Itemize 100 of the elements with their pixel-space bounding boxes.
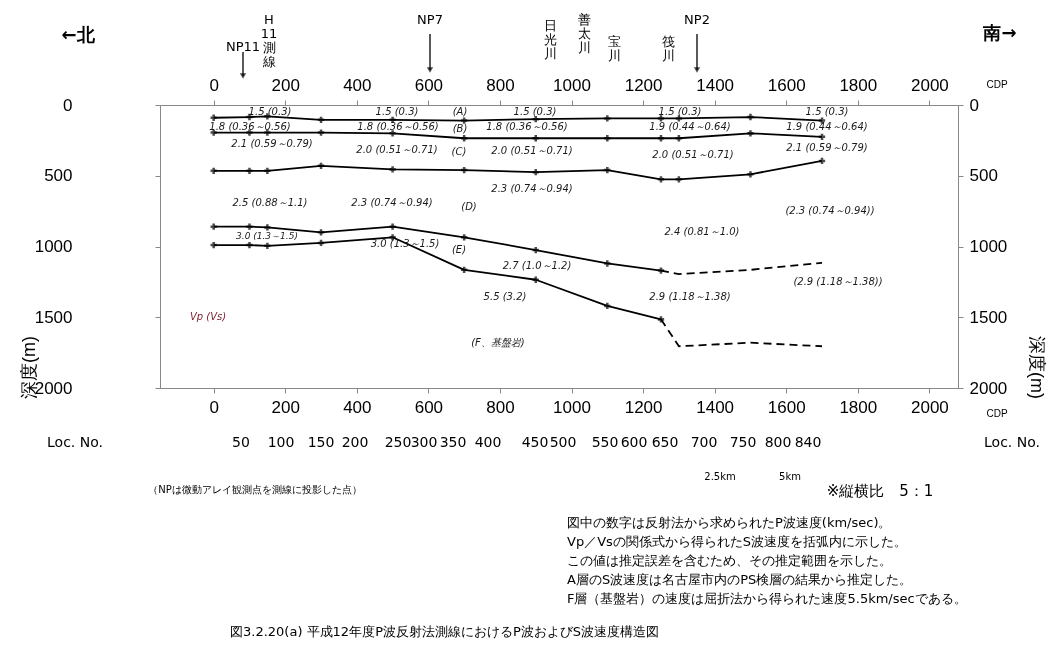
- text: 南→: [982, 22, 1017, 43]
- point: [532, 169, 539, 176]
- text: 600: [620, 434, 648, 450]
- x-tick-label: 800: [486, 397, 515, 417]
- text: 700: [690, 434, 718, 450]
- annotation: 2.4 (0.81～1.0): [664, 226, 740, 237]
- annotation: (F、基盤岩): [471, 337, 525, 348]
- x-tick-label: 1800: [839, 397, 878, 417]
- point: [264, 242, 271, 249]
- annotation: 1.9 (0.44～0.64): [786, 121, 868, 132]
- point: [747, 171, 754, 178]
- annotation: 2.1 (0.59～0.79): [786, 142, 868, 153]
- text: 150: [307, 434, 335, 450]
- annotation: 2.5 (0.88～1.1): [232, 197, 308, 208]
- text: 350: [439, 434, 467, 450]
- x2-tick-label: 1400: [696, 75, 735, 95]
- text: ←北: [61, 24, 96, 45]
- point: [604, 135, 611, 142]
- text: ※縦横比 5：1: [826, 482, 934, 500]
- y2-tick-label: 1500: [969, 307, 1008, 327]
- text: 宝川: [607, 34, 621, 63]
- text: 図中の数字は反射法から求められたP波速度(km/sec)。: [567, 515, 892, 530]
- point: [604, 166, 611, 174]
- y-tick-label: 1500: [34, 307, 73, 327]
- x2-tick-label: 2000: [910, 75, 949, 95]
- y-tick-label: 0: [63, 95, 73, 115]
- annotation: (2.3 (0.74～0.94)): [785, 205, 875, 216]
- annotation: 2.3 (0.74～0.94): [351, 197, 433, 208]
- text: 200: [341, 434, 369, 450]
- x-tick-label: 200: [271, 397, 300, 417]
- point: [461, 135, 468, 142]
- y2-axis-title: 深度(m): [1026, 336, 1047, 399]
- point: [317, 129, 325, 136]
- point: [675, 135, 683, 142]
- annotation: 1.8 (0.36～0.56): [209, 121, 291, 132]
- text: 筏川: [661, 34, 675, 63]
- x2-axis-title: CDP: [986, 78, 1008, 90]
- annotation: 1.5 (0.3): [513, 106, 557, 117]
- point: [210, 114, 217, 121]
- x-tick-label: 1600: [767, 397, 806, 417]
- x2-tick-label: 200: [271, 75, 300, 95]
- x-tick-label: 0: [209, 397, 219, 417]
- point: [461, 234, 468, 241]
- point: [657, 176, 665, 183]
- point: [747, 130, 754, 137]
- annotation: 2.3 (0.74～0.94): [491, 183, 573, 194]
- y2-tick-label: 500: [969, 166, 998, 186]
- annotation: 1.5 (0.3): [658, 106, 702, 117]
- annotation: 1.8 (0.36～0.56): [357, 121, 439, 132]
- annotation: 1.5 (0.3): [375, 106, 419, 117]
- point: [604, 260, 611, 267]
- y-tick-label: 500: [44, 166, 73, 186]
- text: 250: [384, 434, 412, 450]
- annotation: (2.9 (1.18～1.38)): [793, 276, 883, 287]
- point: [657, 115, 665, 122]
- x-tick-label: 2000: [910, 397, 949, 417]
- text: Loc. No.: [984, 434, 1040, 450]
- annotation: Vp (Vs): [189, 311, 227, 322]
- point: [604, 115, 611, 122]
- x2-tick-label: 800: [486, 75, 515, 95]
- x-axis-title: CDP: [986, 407, 1008, 419]
- text: Vp／Vsの関係式から得られたS波速度を括弧内に示した。: [567, 534, 908, 549]
- x2-tick-label: 1200: [624, 75, 663, 95]
- point: [264, 167, 271, 174]
- y2-tick-label: 2000: [969, 378, 1008, 398]
- text: NP11: [225, 39, 261, 54]
- text: 750: [729, 434, 757, 450]
- y2-tick-label: 1000: [969, 237, 1008, 256]
- point: [389, 166, 396, 173]
- x-tick-label: 1200: [624, 397, 663, 417]
- annotation: 2.7 (1.0～1.2): [502, 260, 572, 271]
- y2-tick-label: 0: [969, 95, 979, 115]
- text: Loc. No.: [47, 434, 103, 450]
- point: [210, 167, 217, 174]
- point: [604, 302, 611, 310]
- annotation: 3.0 (1.3～1.5): [236, 231, 298, 241]
- point: [246, 223, 253, 230]
- text: 2.5km: [704, 471, 736, 482]
- annotation: 2.0 (0.51～0.71): [356, 144, 438, 155]
- text: 300: [410, 434, 438, 450]
- text: 800: [764, 434, 792, 450]
- point: [246, 241, 253, 249]
- point: [317, 229, 325, 236]
- annotation: 1.8 (0.36～0.56): [486, 121, 568, 132]
- annotation: 1.5 (0.3): [805, 106, 849, 117]
- point: [532, 246, 539, 254]
- text: NP2: [684, 12, 710, 27]
- text: NP7: [417, 12, 443, 27]
- annotation: (A): [452, 106, 468, 117]
- text: 図3.2.20(a) 平成12年度P波反射法測線におけるP波およびS波速度構造図: [230, 624, 660, 639]
- point: [532, 135, 539, 142]
- annotation: 1.5 (0.3): [248, 106, 292, 117]
- text: 650: [651, 434, 679, 450]
- x-tick-label: 600: [414, 397, 444, 417]
- text: 善太川: [577, 12, 591, 55]
- x2-tick-label: 0: [209, 75, 219, 95]
- annotation: (D): [461, 201, 477, 212]
- annotation: (E): [451, 244, 467, 255]
- point: [461, 117, 468, 124]
- text: 5km: [779, 471, 801, 482]
